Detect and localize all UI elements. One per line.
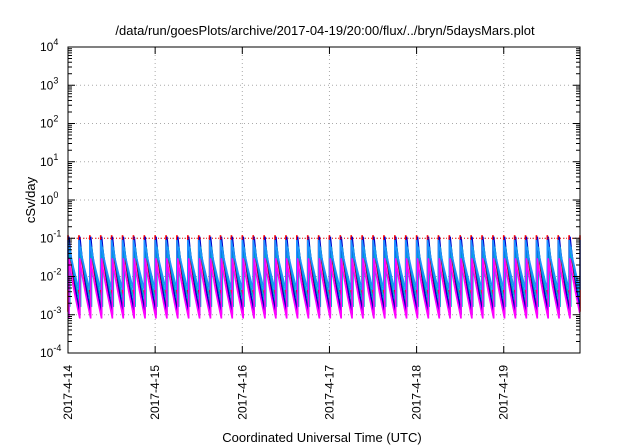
y-axis-label: cSv/day: [23, 176, 38, 223]
x-tick-label: 2017-4-15: [148, 365, 162, 420]
y-tick-label: 10-3: [40, 305, 61, 322]
y-axis: 10-4 10-3 10-2 10-1 100 101 102 103 104: [40, 37, 580, 360]
x-tick-label: 2017-4-18: [410, 365, 424, 420]
x-tick-label: 2017-4-14: [61, 365, 75, 420]
x-tick-label: 2017-4-17: [322, 365, 336, 420]
series-line: [67, 239, 581, 290]
x-axis-label: Coordinated Universal Time (UTC): [222, 430, 421, 445]
x-axis: 2017-4-14 2017-4-15 2017-4-16 2017-4-17 2017…: [61, 47, 511, 420]
y-tick-label: 10-2: [40, 267, 61, 284]
y-tick-label: 10-4: [40, 343, 61, 360]
y-tick-label: 102: [40, 114, 58, 131]
y-tick-label: 10-1: [40, 228, 61, 245]
x-tick-label: 2017-4-16: [235, 365, 249, 420]
series-layer: [67, 235, 581, 319]
x-tick-label: 2017-4-19: [497, 365, 511, 420]
y-tick-label: 100: [40, 190, 58, 207]
chart-title: /data/run/goesPlots/archive/2017-04-19/2…: [115, 23, 535, 38]
y-tick-label: 104: [40, 37, 58, 54]
y-tick-label: 101: [40, 152, 58, 169]
series-line: [68, 258, 581, 319]
y-tick-label: 103: [40, 75, 58, 92]
